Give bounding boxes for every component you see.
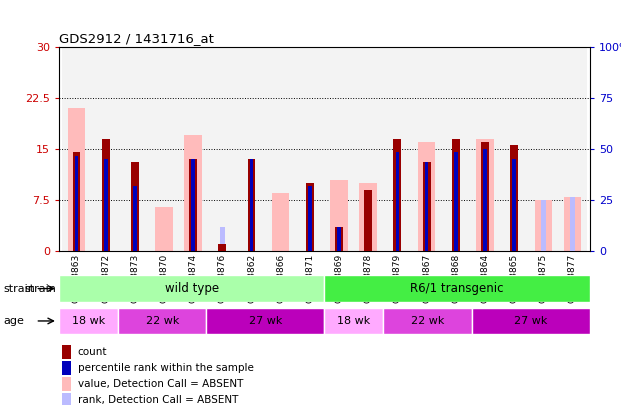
Bar bbox=[131, 162, 138, 251]
Text: 18 wk: 18 wk bbox=[72, 316, 105, 326]
Bar bbox=[394, 139, 401, 251]
Bar bbox=[102, 139, 110, 251]
Bar bbox=[365, 190, 372, 251]
Bar bbox=[250, 159, 253, 251]
Text: R6/1 transgenic: R6/1 transgenic bbox=[410, 282, 504, 295]
Bar bbox=[150, 47, 179, 251]
Text: 27 wk: 27 wk bbox=[249, 316, 282, 326]
Bar bbox=[425, 162, 428, 251]
Bar bbox=[272, 193, 289, 251]
Bar bbox=[248, 159, 255, 251]
Text: 22 wk: 22 wk bbox=[411, 316, 445, 326]
Bar bbox=[330, 179, 348, 251]
Text: value, Detection Call = ABSENT: value, Detection Call = ABSENT bbox=[78, 379, 243, 389]
Bar bbox=[383, 308, 472, 334]
Bar bbox=[206, 308, 324, 334]
Bar bbox=[383, 47, 412, 251]
Bar bbox=[61, 377, 71, 391]
Text: strain: strain bbox=[3, 284, 35, 294]
Bar bbox=[512, 159, 516, 251]
Bar bbox=[335, 227, 343, 251]
Bar bbox=[155, 207, 173, 251]
Bar bbox=[133, 186, 137, 251]
Bar bbox=[208, 47, 237, 251]
Bar bbox=[441, 47, 470, 251]
Text: GDS2912 / 1431716_at: GDS2912 / 1431716_at bbox=[59, 32, 214, 45]
Bar bbox=[424, 190, 429, 251]
Bar bbox=[476, 139, 494, 251]
Bar bbox=[189, 159, 197, 251]
Bar bbox=[483, 190, 487, 251]
Bar bbox=[220, 227, 225, 251]
Bar bbox=[510, 145, 518, 251]
Bar bbox=[452, 139, 460, 251]
Bar bbox=[61, 345, 71, 359]
Bar bbox=[483, 149, 487, 251]
Bar bbox=[472, 308, 590, 334]
Bar bbox=[454, 152, 458, 251]
Text: 27 wk: 27 wk bbox=[514, 316, 548, 326]
Bar bbox=[306, 183, 314, 251]
Bar bbox=[75, 156, 78, 251]
Bar bbox=[308, 186, 312, 251]
Bar bbox=[266, 47, 296, 251]
Bar bbox=[324, 308, 383, 334]
Bar bbox=[59, 308, 118, 334]
Bar bbox=[184, 135, 202, 251]
Bar bbox=[337, 227, 341, 251]
Bar bbox=[366, 193, 371, 251]
Bar bbox=[535, 200, 552, 251]
Bar bbox=[423, 162, 430, 251]
Bar bbox=[73, 152, 81, 251]
Bar bbox=[179, 47, 208, 251]
Bar bbox=[118, 308, 206, 334]
Bar bbox=[558, 47, 587, 251]
Bar bbox=[219, 244, 226, 251]
Bar bbox=[61, 393, 71, 405]
Bar bbox=[62, 47, 91, 251]
Bar bbox=[324, 275, 590, 302]
Bar bbox=[353, 47, 383, 251]
Bar bbox=[59, 275, 324, 302]
Bar bbox=[237, 47, 266, 251]
Bar bbox=[191, 159, 195, 251]
Text: strain: strain bbox=[24, 284, 56, 294]
Bar bbox=[481, 142, 489, 251]
Text: count: count bbox=[78, 347, 107, 357]
Bar bbox=[412, 47, 441, 251]
Bar bbox=[470, 47, 499, 251]
Bar bbox=[528, 47, 558, 251]
Bar bbox=[396, 152, 399, 251]
Bar bbox=[104, 159, 107, 251]
Bar bbox=[68, 108, 85, 251]
Text: 18 wk: 18 wk bbox=[337, 316, 371, 326]
Bar bbox=[120, 47, 150, 251]
Bar bbox=[61, 361, 71, 375]
Bar bbox=[570, 196, 575, 251]
Text: wild type: wild type bbox=[165, 282, 219, 295]
Text: percentile rank within the sample: percentile rank within the sample bbox=[78, 363, 253, 373]
Bar bbox=[296, 47, 324, 251]
Bar bbox=[418, 142, 435, 251]
Bar bbox=[541, 200, 546, 251]
Bar bbox=[564, 196, 581, 251]
Text: age: age bbox=[3, 316, 24, 326]
Text: rank, Detection Call = ABSENT: rank, Detection Call = ABSENT bbox=[78, 395, 238, 405]
Bar bbox=[499, 47, 528, 251]
Text: 22 wk: 22 wk bbox=[145, 316, 179, 326]
Bar bbox=[91, 47, 120, 251]
Bar bbox=[360, 183, 377, 251]
Bar bbox=[324, 47, 353, 251]
